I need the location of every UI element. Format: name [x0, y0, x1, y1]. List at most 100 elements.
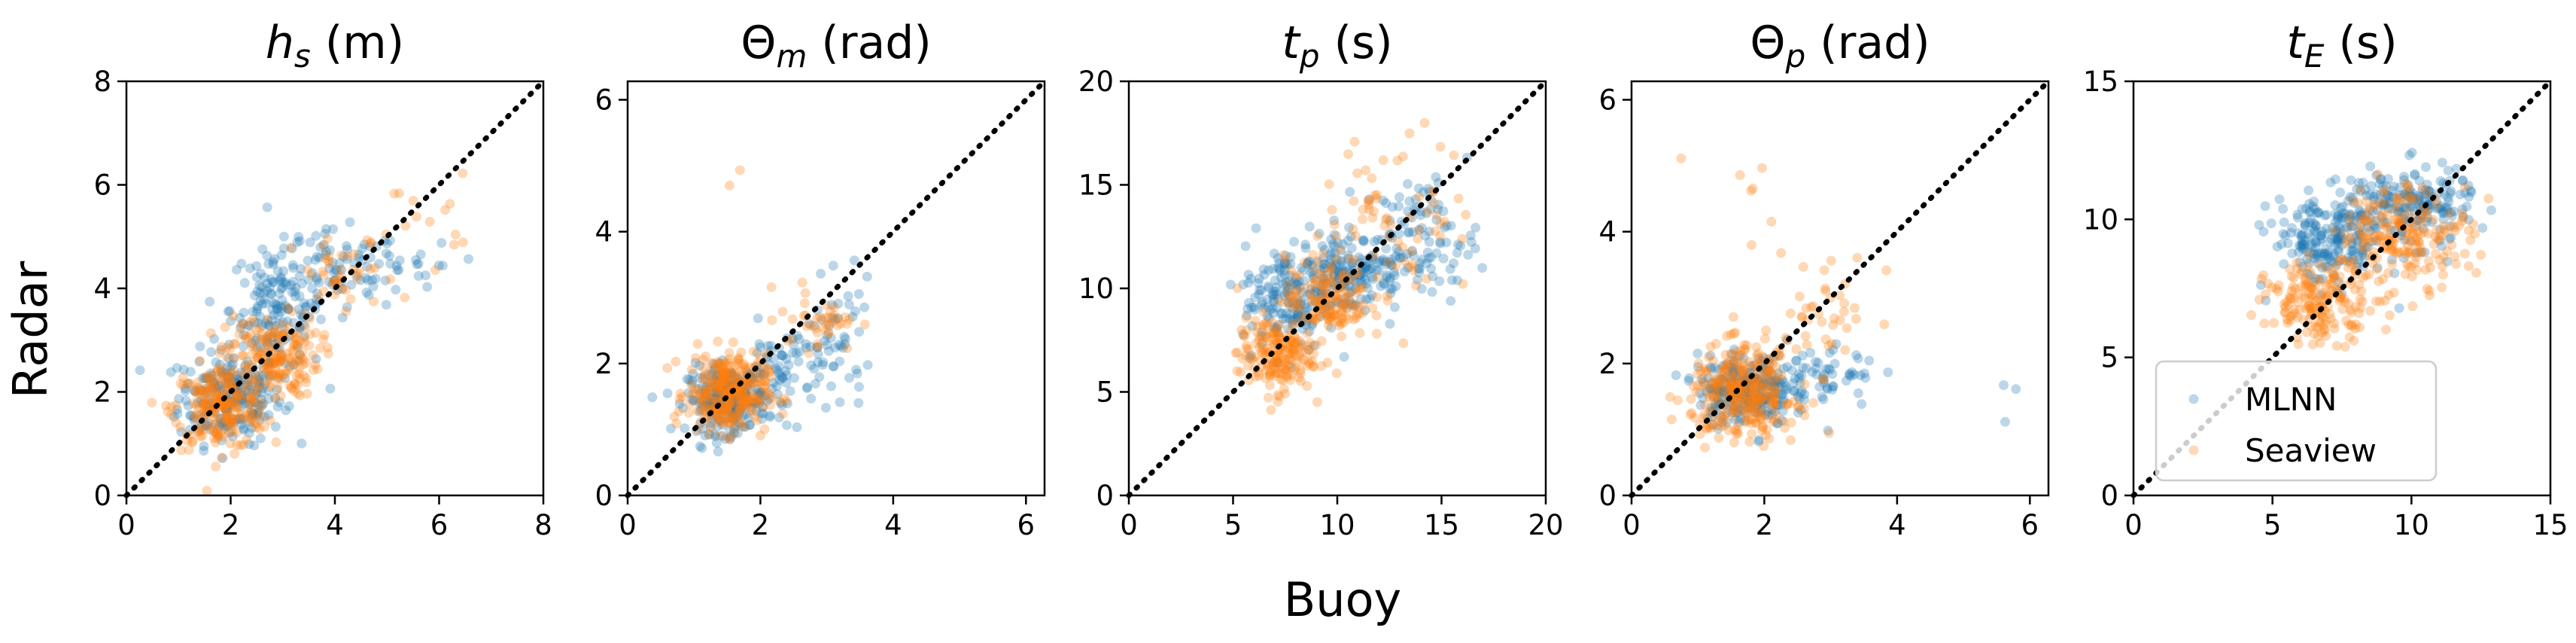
data-point	[1339, 352, 1349, 362]
data-point	[2301, 276, 2311, 285]
data-point	[2283, 238, 2293, 248]
data-point	[699, 406, 710, 416]
data-point	[2385, 310, 2395, 321]
data-point	[304, 340, 315, 351]
data-point	[699, 390, 710, 401]
data-point	[842, 343, 853, 353]
data-point	[734, 419, 745, 428]
legend-marker-mlnn	[2188, 394, 2199, 404]
data-point	[273, 372, 284, 382]
data-point	[1422, 208, 1432, 218]
data-point	[717, 379, 728, 390]
data-point	[310, 360, 321, 370]
data-point	[223, 381, 233, 392]
data-point	[231, 391, 242, 401]
data-point	[713, 416, 724, 426]
data-point	[1717, 414, 1728, 425]
data-point	[1334, 270, 1345, 280]
x-tick-label: 2	[222, 509, 240, 541]
data-point	[280, 300, 290, 311]
data-point	[1296, 296, 1306, 306]
data-point	[1230, 348, 1241, 358]
data-point	[1268, 360, 1278, 370]
data-point	[733, 418, 744, 428]
data-point	[1349, 136, 1360, 147]
data-point	[1242, 343, 1252, 354]
data-point	[234, 413, 245, 424]
data-point	[260, 379, 269, 389]
data-point	[1453, 194, 1464, 204]
data-point	[1271, 289, 1281, 300]
data-point	[1280, 251, 1291, 261]
data-point	[765, 412, 775, 422]
data-point	[753, 396, 764, 407]
data-point	[1756, 413, 1766, 424]
data-point	[1272, 327, 1282, 337]
data-point	[767, 392, 777, 402]
data-point	[727, 402, 738, 413]
data-point	[1431, 215, 1442, 225]
data-point	[239, 330, 249, 340]
data-point	[701, 403, 712, 413]
data-point	[290, 333, 300, 343]
data-point	[742, 376, 753, 386]
data-point	[223, 306, 233, 317]
data-point	[744, 379, 755, 389]
data-point	[1288, 318, 1297, 329]
data-point	[812, 342, 823, 352]
data-point	[245, 408, 255, 419]
data-point	[1262, 294, 1273, 304]
data-point	[1280, 258, 1291, 268]
data-point	[1263, 302, 1273, 312]
data-point	[713, 385, 724, 395]
data-point	[266, 358, 276, 369]
data-point	[717, 368, 728, 379]
y-tick-label: 0	[2100, 480, 2118, 512]
data-point	[1358, 300, 1369, 310]
data-point	[718, 418, 728, 428]
data-point	[1282, 370, 1292, 380]
data-point	[278, 277, 288, 288]
data-point	[234, 413, 245, 424]
data-point	[199, 395, 210, 406]
data-point	[2322, 209, 2332, 220]
data-point	[161, 401, 171, 411]
data-point	[1288, 303, 1298, 314]
data-point	[1244, 297, 1254, 308]
data-point	[1367, 212, 1378, 223]
data-point	[1309, 340, 1319, 351]
data-point	[1735, 404, 1745, 415]
data-point	[1309, 273, 1319, 284]
data-point	[1435, 230, 1446, 241]
data-point	[242, 416, 252, 425]
data-point	[1711, 339, 1721, 349]
data-point	[752, 384, 762, 395]
legend-label-mlnn: MLNN	[2245, 381, 2337, 418]
data-point	[201, 388, 211, 398]
data-point	[248, 339, 258, 349]
data-point	[701, 389, 711, 399]
data-point	[1303, 356, 1313, 367]
data-point	[223, 378, 233, 389]
data-point	[719, 373, 730, 384]
data-point	[255, 433, 266, 443]
data-point	[1281, 366, 1291, 376]
data-point	[260, 422, 269, 431]
data-point	[1726, 349, 1737, 360]
data-point	[292, 340, 303, 349]
data-point	[766, 340, 777, 351]
data-point	[261, 298, 271, 309]
data-point	[208, 422, 219, 433]
data-point	[1273, 358, 1283, 369]
data-point	[270, 393, 281, 404]
data-point	[686, 364, 697, 375]
data-point	[1847, 367, 1857, 377]
data-point	[746, 377, 756, 388]
data-point	[265, 328, 275, 338]
data-point	[740, 389, 750, 399]
data-point	[1378, 254, 1388, 264]
data-point	[287, 243, 297, 254]
data-point	[1262, 311, 1273, 322]
data-point	[750, 395, 760, 405]
